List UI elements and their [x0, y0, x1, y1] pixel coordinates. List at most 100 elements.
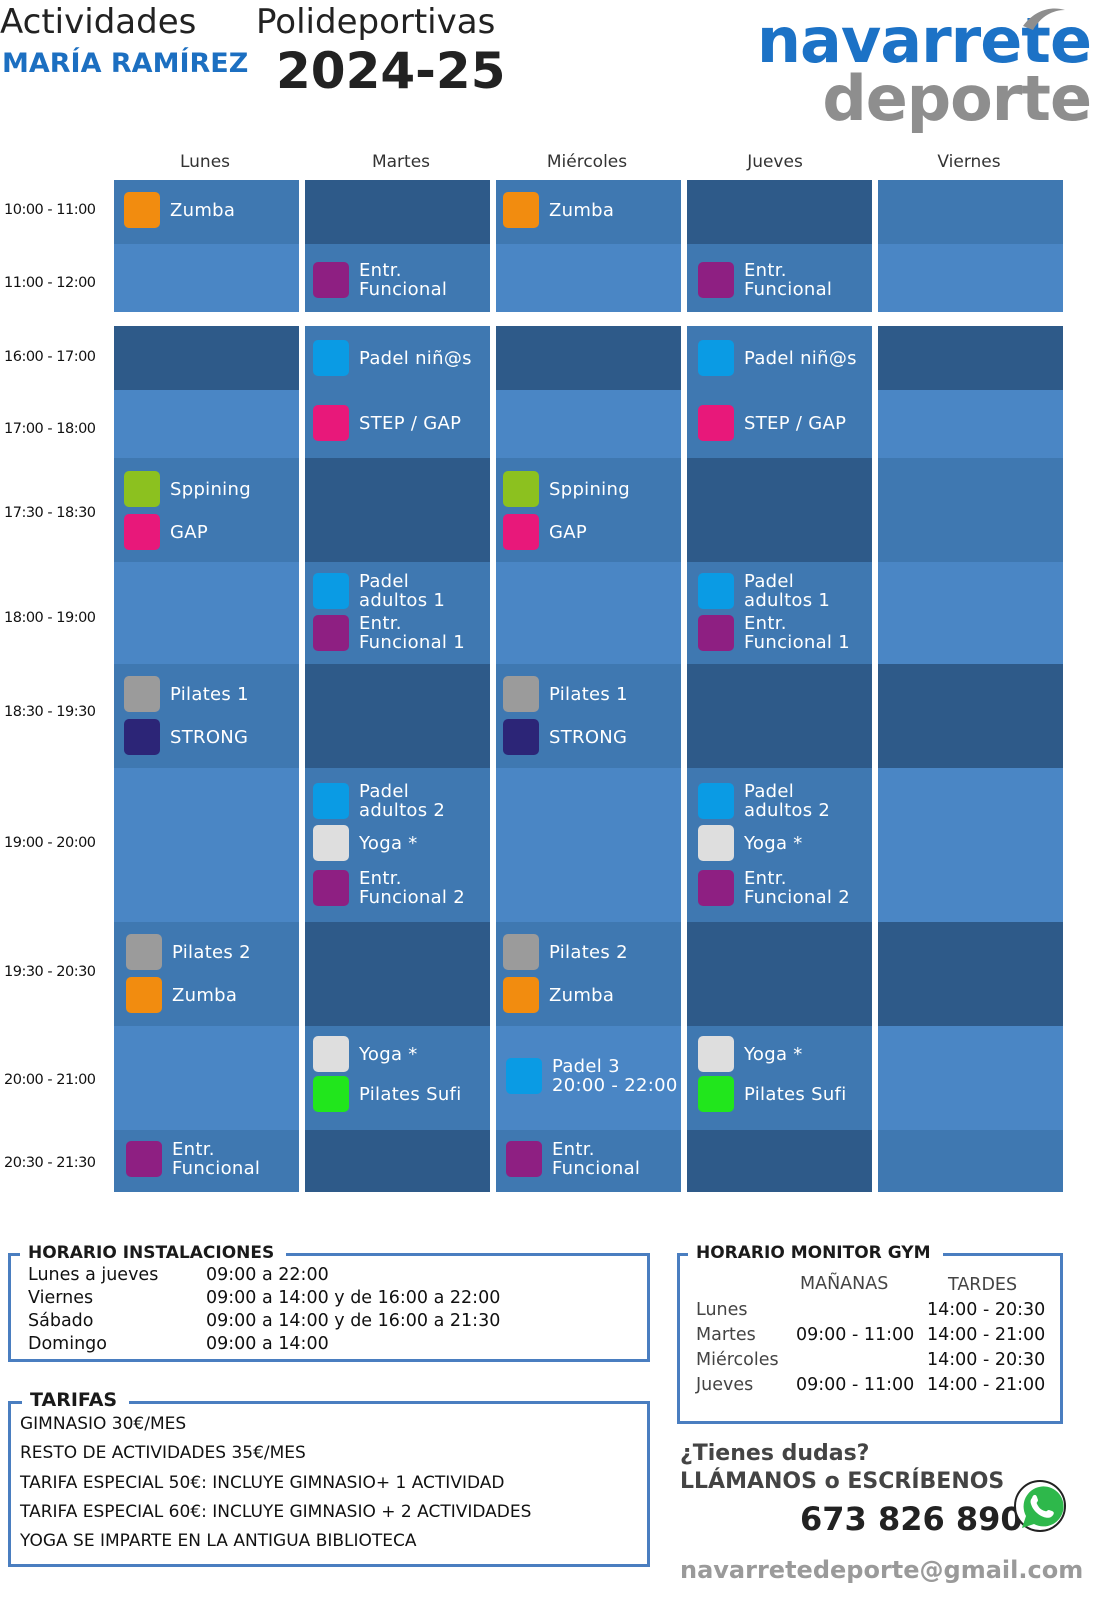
activity-color-swatch: [313, 615, 349, 651]
schedule-cell: [878, 922, 1063, 1026]
activity-color-swatch: [503, 471, 539, 507]
activity-entry: Padel adultos 2: [698, 782, 830, 820]
horario-instalaciones-box: [8, 1253, 650, 1362]
activity-color-swatch: [698, 573, 734, 609]
activity-color-swatch: [313, 340, 349, 376]
activity-label: Padel 3 20:00 - 22:00: [552, 1056, 678, 1096]
activity-label: GAP: [549, 521, 588, 543]
activity-entry: Pilates 1: [124, 676, 249, 712]
schedule-cell: [114, 1026, 299, 1130]
day-header-lunes: Lunes: [179, 152, 231, 172]
activity-label: Yoga *: [359, 832, 418, 854]
schedule-cell: [114, 244, 299, 312]
activity-color-swatch: [313, 1076, 349, 1112]
activity-color-swatch: [124, 471, 160, 507]
tarifas-title: TARIFAS: [22, 1389, 130, 1411]
activity-color-swatch: [503, 514, 539, 550]
instalaciones-day: Domingo: [28, 1334, 107, 1354]
activity-color-swatch: [698, 1036, 734, 1072]
activity-label: Entr. Funcional 1: [744, 613, 851, 653]
activity-label: Zumba: [170, 199, 236, 221]
schedule-cell: [687, 922, 872, 1026]
activity-entry: Entr. Funcional 2: [313, 869, 465, 907]
activity-color-swatch: [126, 934, 162, 970]
schedule-cell: [687, 1130, 872, 1192]
day-header-jueves: Jueves: [747, 152, 803, 172]
navarrete-deporte-logo: navarrete deporte: [757, 4, 1095, 135]
activity-color-swatch: [506, 1141, 542, 1177]
instalaciones-day: Sábado: [28, 1311, 94, 1331]
activity-entry: Pilates 2: [126, 934, 251, 970]
contact-email[interactable]: navarretedeporte@gmail.com: [680, 1556, 1084, 1584]
title-polideportivas: Polideportivas: [256, 2, 496, 42]
activity-label: Sppining: [549, 478, 630, 500]
activity-color-swatch: [698, 1076, 734, 1112]
activity-label: Pilates 2: [549, 941, 628, 963]
schedule-cell: [496, 326, 681, 390]
monitor-col-mananas: MAÑANAS: [800, 1274, 889, 1294]
tarifa-line: GIMNASIO 30€/MES: [20, 1414, 187, 1434]
time-label: 11:00 - 12:00: [4, 275, 96, 291]
whatsapp-icon[interactable]: [1012, 1478, 1068, 1534]
activity-color-swatch: [503, 719, 539, 755]
activity-entry: Yoga *: [698, 825, 803, 861]
tarifas-box: [8, 1401, 650, 1567]
contact-phone[interactable]: 673 826 890: [800, 1500, 1023, 1538]
activity-label: Padel niñ@s: [744, 347, 857, 369]
activity-color-swatch: [313, 825, 349, 861]
activity-color-swatch: [124, 719, 160, 755]
time-label: 18:00 - 19:00: [4, 610, 96, 626]
activity-label: Padel adultos 2: [744, 781, 831, 821]
activity-label: Yoga *: [359, 1043, 418, 1065]
monitor-afternoon: 14:00 - 21:00: [927, 1375, 1046, 1395]
monitor-day: Martes: [696, 1325, 756, 1345]
activity-entry: Zumba: [503, 977, 614, 1013]
logo-text-bottom: deporte: [822, 62, 1092, 135]
activity-label: STRONG: [549, 726, 628, 748]
monitor-afternoon: 14:00 - 21:00: [927, 1325, 1046, 1345]
activity-entry: Pilates 2: [503, 934, 628, 970]
activity-entry: Entr. Funcional: [506, 1140, 640, 1178]
tarifa-line: TARIFA ESPECIAL 50€: INCLUYE GIMNASIO+ 1…: [20, 1473, 505, 1493]
activity-entry: STEP / GAP: [698, 405, 846, 441]
monitor-col-tardes: TARDES: [948, 1275, 1018, 1295]
activity-color-swatch: [126, 977, 162, 1013]
horario-monitor-title: HORARIO MONITOR GYM: [688, 1243, 943, 1263]
schedule-cell: [878, 326, 1063, 390]
activity-entry: GAP: [124, 514, 208, 550]
activity-entry: Yoga *: [313, 1036, 418, 1072]
schedule-cell: [114, 390, 299, 458]
monitor-day: Jueves: [696, 1375, 754, 1395]
instalaciones-hours: 09:00 a 14:00: [206, 1334, 329, 1354]
logo-swoosh-icon: [1023, 8, 1065, 30]
tarifa-line: RESTO DE ACTIVIDADES 35€/MES: [20, 1443, 306, 1463]
activity-label: Entr. Funcional 2: [359, 868, 466, 908]
time-label: 17:00 - 18:00: [4, 421, 96, 437]
activity-label: Padel adultos 2: [359, 781, 446, 821]
activity-color-swatch: [313, 405, 349, 441]
activity-entry: Padel adultos 2: [313, 782, 445, 820]
activity-entry: Entr. Funcional 1: [313, 614, 465, 652]
activity-color-swatch: [698, 783, 734, 819]
activity-label: Pilates 2: [172, 941, 251, 963]
monitor-morning: 09:00 - 11:00: [796, 1375, 915, 1395]
instalaciones-day: Viernes: [28, 1288, 94, 1308]
activity-entry: Entr. Funcional: [698, 261, 832, 299]
activity-label: Padel niñ@s: [359, 347, 472, 369]
activity-entry: Pilates 1: [503, 676, 628, 712]
schedule-cell: [878, 390, 1063, 458]
schedule-cell: [496, 768, 681, 922]
schedule-cell: [496, 244, 681, 312]
activity-entry: Padel 3 20:00 - 22:00: [506, 1057, 678, 1095]
venue-name: MARÍA RAMÍREZ: [2, 48, 249, 79]
instalaciones-hours: 09:00 a 14:00 y de 16:00 a 22:00: [206, 1288, 501, 1308]
activity-entry: Entr. Funcional 1: [698, 614, 850, 652]
time-label: 18:30 - 19:30: [4, 704, 96, 720]
schedule-cell: [305, 664, 490, 768]
activity-label: Entr. Funcional 2: [744, 868, 851, 908]
monitor-morning: 09:00 - 11:00: [796, 1325, 915, 1345]
activity-entry: STEP / GAP: [313, 405, 461, 441]
schedule-cell: [114, 326, 299, 390]
activity-label: Entr. Funcional 1: [359, 613, 466, 653]
time-label: 20:00 - 21:00: [4, 1072, 96, 1088]
